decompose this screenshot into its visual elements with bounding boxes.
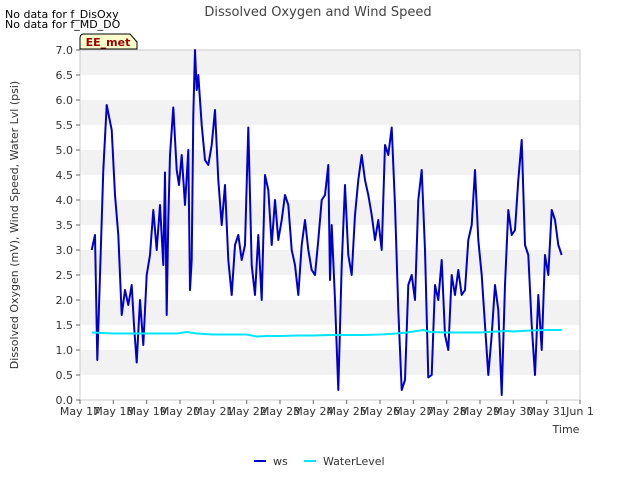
x-tick-label: May 30 — [493, 405, 533, 418]
x-tick-label: May 23 — [260, 405, 300, 418]
legend: ws WaterLevel — [254, 455, 385, 468]
y-tick-label: 6.5 — [56, 69, 74, 82]
x-tick-label: May 31 — [527, 405, 567, 418]
x-tick-label: May 29 — [460, 405, 500, 418]
x-tick-label: May 22 — [227, 405, 267, 418]
y-tick-label: 4.0 — [56, 194, 74, 207]
y-tick-label: 2.5 — [56, 269, 74, 282]
x-tick-label: May 20 — [160, 405, 200, 418]
x-tick-label: May 18 — [93, 405, 133, 418]
series-lines — [90, 49, 563, 396]
y-tick-label: 2.0 — [56, 294, 74, 307]
chart-title: Dissolved Oxygen and Wind Speed — [204, 5, 431, 20]
legend-label: ws — [273, 455, 288, 468]
y-tick-label: 1.5 — [56, 319, 74, 332]
x-tick-label: May 26 — [360, 405, 400, 418]
x-tick-label: Jun 1 — [565, 405, 594, 418]
y-tick-label: 0.5 — [56, 369, 74, 382]
x-tick-label: May 27 — [393, 405, 433, 418]
y-tick-label: 5.5 — [56, 119, 74, 132]
x-tick-label: May 28 — [427, 405, 467, 418]
y-tick-label: 3.5 — [56, 219, 74, 232]
y-tick-label: 6.0 — [56, 94, 74, 107]
y-tick-label: 3.0 — [56, 244, 74, 257]
grid-band — [80, 175, 580, 200]
series-line-ws — [90, 49, 563, 396]
legend-label: WaterLevel — [323, 455, 385, 468]
x-tick-label: May 21 — [193, 405, 233, 418]
grid-band — [80, 125, 580, 150]
x-tick-label: May 25 — [327, 405, 367, 418]
x-tick-label: May 17 — [60, 405, 100, 418]
series-line-waterlevel — [91, 329, 562, 338]
station-badge-label: EE_met — [86, 36, 131, 49]
grid-band — [80, 375, 580, 400]
grid-band — [80, 50, 580, 75]
grid-band — [80, 100, 580, 125]
y-tick-label: 0.0 — [56, 394, 74, 407]
x-axis-label: Time — [552, 423, 580, 436]
y-tick-label: 7.0 — [56, 44, 74, 57]
x-tick-label: May 24 — [293, 405, 333, 418]
station-badge: EE_met — [79, 33, 138, 50]
x-tick-label: May 19 — [127, 405, 167, 418]
grid-band — [80, 75, 580, 100]
grid-band — [80, 150, 580, 175]
no-data-note-md-do: No data for f_MD_DO — [5, 18, 121, 31]
y-tick-label: 5.0 — [56, 144, 74, 157]
grid-band — [80, 325, 580, 350]
y-tick-label: 1.0 — [56, 344, 74, 357]
y-axis-label: Dissolved Oxygen (mV), Wind Speed, Water… — [8, 81, 21, 369]
no-data-note-disoxy: No data for f_DisOxy — [5, 8, 119, 21]
y-tick-label: 4.5 — [56, 169, 74, 182]
y-axis-ticks: 0.0 0.5 1.0 1.5 2.0 2.5 3.0 3.5 4.0 4.5 5.0 5.5 6.0 6… — [56, 44, 80, 407]
grid-band — [80, 350, 580, 375]
